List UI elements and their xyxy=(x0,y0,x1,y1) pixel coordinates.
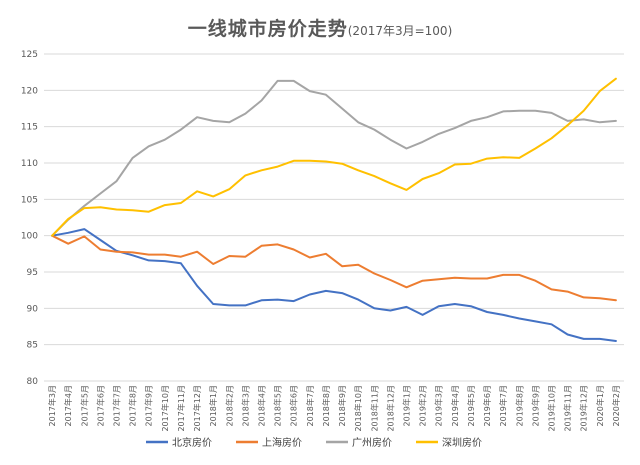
x-tick-label: 2017年11月 xyxy=(176,385,186,432)
x-tick-label: 2017年4月 xyxy=(63,385,73,426)
series-line-4 xyxy=(51,77,617,237)
x-tick-label: 2018年5月 xyxy=(273,385,283,426)
x-tick-label: 2017年5月 xyxy=(79,385,89,426)
y-tick-label: 85 xyxy=(27,341,38,351)
y-tick-label: 90 xyxy=(27,304,39,314)
legend: 北京房价 上海房价 广州房价 深圳房价 xyxy=(146,436,482,449)
x-tick-label: 2018年1月 xyxy=(208,385,218,426)
x-tick-label: 2017年3月 xyxy=(47,385,57,426)
x-tick-label: 2017年10月 xyxy=(160,385,170,432)
legend-item-4: 深圳房价 xyxy=(416,436,482,449)
x-tick-label: 2018年9月 xyxy=(337,385,347,426)
x-tick-label: 2017年6月 xyxy=(95,385,105,426)
x-axis-tick-labels: 2017年3月 2017年4月 2017年5月 2017年6月 2017年7月 2017年… xyxy=(47,385,621,432)
x-tick-label: 2018年12月 xyxy=(385,385,395,432)
x-tick-label: 2019年7月 xyxy=(498,385,508,426)
legend-label: 北京房价 xyxy=(172,436,212,449)
legend-item-2: 上海房价 xyxy=(236,436,302,449)
y-tick-label: 120 xyxy=(21,86,38,96)
legend-label: 广州房价 xyxy=(352,436,392,449)
x-tick-label: 2019年4月 xyxy=(450,385,460,426)
legend-item-3: 广州房价 xyxy=(326,436,392,449)
gridlines xyxy=(44,53,624,382)
x-tick-label: 2019年8月 xyxy=(514,385,524,426)
series-lines xyxy=(51,77,617,342)
x-tick-label: 2019年2月 xyxy=(418,385,428,426)
x-tick-label: 2018年10月 xyxy=(353,385,363,432)
chart-subtitle: (2017年3月=100) xyxy=(347,24,453,38)
x-tick-label: 2017年12月 xyxy=(192,385,202,432)
series-line-1 xyxy=(51,228,617,342)
y-tick-label: 110 xyxy=(21,159,38,169)
legend-item-1: 北京房价 xyxy=(146,436,212,449)
y-tick-label: 125 xyxy=(21,50,38,60)
x-tick-label: 2018年4月 xyxy=(257,385,267,426)
x-tick-label: 2019年9月 xyxy=(530,385,540,426)
x-tick-label: 2017年9月 xyxy=(144,385,154,426)
x-tick-label: 2018年3月 xyxy=(240,385,250,426)
x-tick-label: 2020年1月 xyxy=(595,385,605,426)
x-tick-label: 2019年1月 xyxy=(402,385,412,426)
x-tick-label: 2019年11月 xyxy=(563,385,573,432)
x-tick-label: 2019年10月 xyxy=(547,385,557,432)
chart-title: 一线城市房价走势(2017年3月=100) xyxy=(0,14,640,41)
y-tick-label: 115 xyxy=(21,123,38,133)
x-tick-label: 2018年8月 xyxy=(321,385,331,426)
y-tick-label: 105 xyxy=(21,195,38,205)
x-tick-label: 2018年6月 xyxy=(289,385,299,426)
series-line-2 xyxy=(51,234,617,302)
x-tick-label: 2019年12月 xyxy=(579,385,589,432)
y-tick-label: 80 xyxy=(27,377,39,387)
x-tick-label: 2017年7月 xyxy=(112,385,122,426)
x-tick-label: 2019年6月 xyxy=(482,385,492,426)
x-tick-label: 2018年11月 xyxy=(369,385,379,432)
chart-title-main: 一线城市房价走势 xyxy=(187,18,348,40)
legend-label: 上海房价 xyxy=(262,436,302,449)
x-tick-label: 2019年3月 xyxy=(434,385,444,426)
y-tick-label: 95 xyxy=(27,268,38,278)
x-tick-label: 2018年7月 xyxy=(305,385,315,426)
legend-label: 深圳房价 xyxy=(442,436,482,449)
y-axis-tick-labels: 80 85 90 95 100 105 110 115 120 125 xyxy=(21,50,38,387)
x-tick-label: 2019年5月 xyxy=(466,385,476,426)
x-tick-label: 2020年2月 xyxy=(611,385,621,426)
x-tick-label: 2018年2月 xyxy=(224,385,234,426)
series-line-3 xyxy=(51,79,617,237)
y-tick-label: 100 xyxy=(21,232,38,242)
x-tick-label: 2017年8月 xyxy=(128,385,138,426)
